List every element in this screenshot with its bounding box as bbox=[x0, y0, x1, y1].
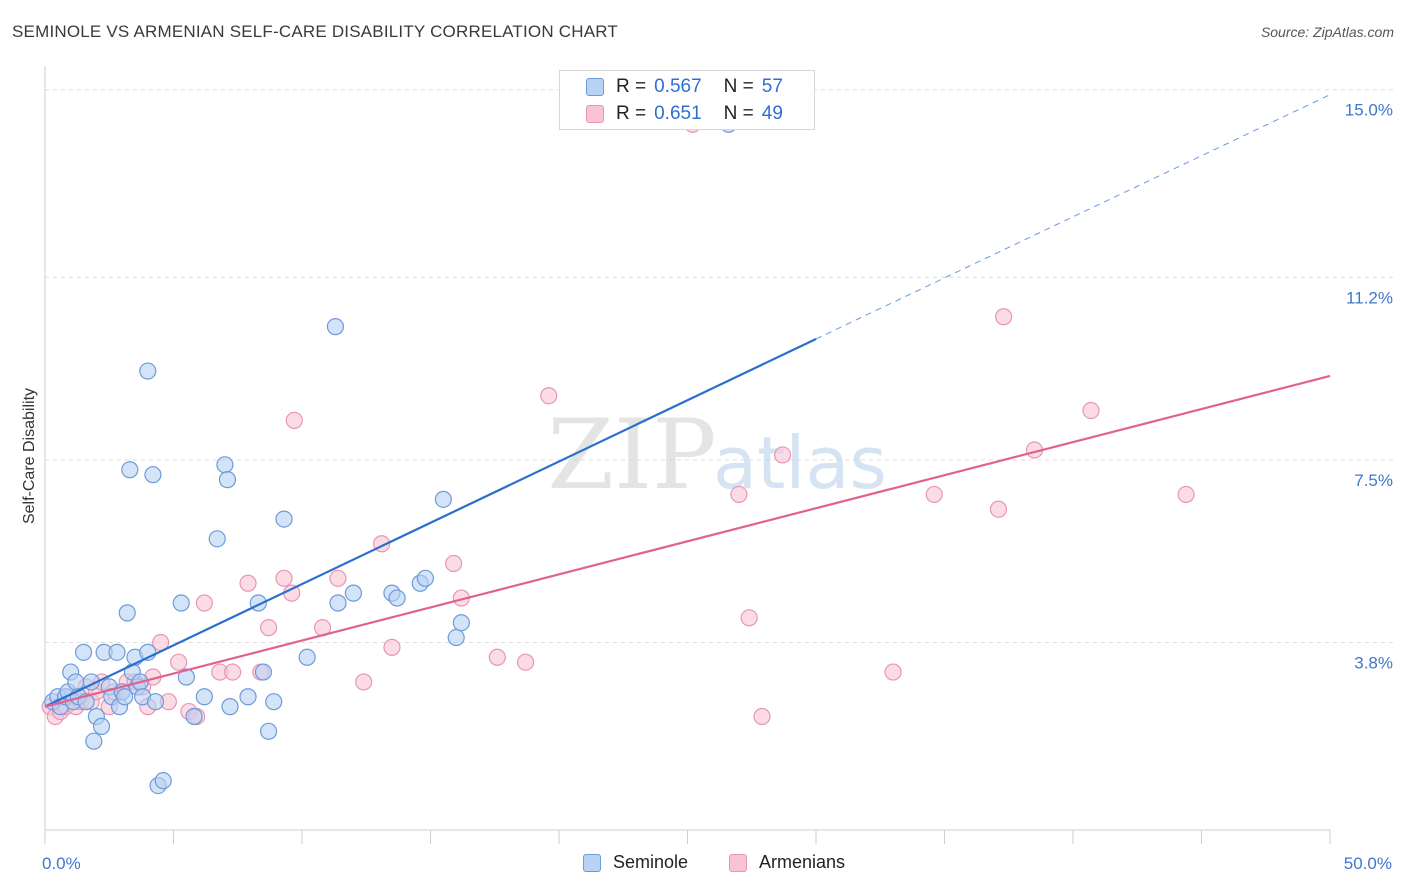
legend-r-label: R = bbox=[616, 103, 647, 124]
point-seminole bbox=[416, 569, 434, 587]
legend-swatch-seminole bbox=[586, 78, 604, 96]
source-label: Source: ZipAtlas.com bbox=[1260, 24, 1394, 40]
trendline-armenians bbox=[44, 374, 1331, 708]
legend-n-seminole: 57 bbox=[761, 76, 783, 97]
legend: R = 0.567 N = 57 R = 0.651 N = 49 bbox=[559, 70, 815, 130]
point-armenians bbox=[170, 653, 188, 671]
watermark-zip: ZIP bbox=[547, 399, 716, 511]
trendlines bbox=[44, 94, 1331, 708]
point-armenians bbox=[730, 485, 748, 504]
point-seminole bbox=[447, 628, 465, 647]
bottom-legend-label-armenians: Armenians bbox=[759, 852, 846, 872]
point-seminole bbox=[265, 693, 283, 711]
legend-r-armenians: 0.651 bbox=[654, 103, 702, 124]
trendline-seminole bbox=[44, 337, 817, 708]
point-seminole bbox=[388, 589, 406, 607]
legend-r-label: R = bbox=[616, 76, 647, 97]
point-armenians bbox=[488, 648, 506, 666]
legend-n-armenians: 49 bbox=[761, 103, 783, 124]
point-armenians bbox=[355, 673, 373, 691]
point-seminole bbox=[74, 643, 93, 661]
bottom-legend-label-seminole: Seminole bbox=[613, 852, 689, 872]
point-seminole bbox=[172, 594, 190, 612]
point-seminole bbox=[344, 584, 362, 602]
legend-n-label: N = bbox=[723, 103, 754, 124]
point-seminole bbox=[195, 688, 213, 706]
point-seminole bbox=[218, 471, 237, 489]
point-armenians bbox=[540, 387, 558, 405]
legend-n-label: N = bbox=[723, 76, 754, 97]
point-seminole bbox=[144, 466, 162, 484]
point-armenians bbox=[275, 569, 293, 587]
x-tick-label: 0.0% bbox=[42, 854, 81, 873]
legend-row-seminole: R = 0.567 N = 57 bbox=[586, 75, 783, 99]
point-armenians bbox=[995, 308, 1013, 326]
point-seminole bbox=[139, 362, 157, 380]
bottom-legend-swatch-armenians bbox=[729, 853, 747, 872]
bottom-legend-seminole: Seminole bbox=[583, 852, 688, 873]
point-seminole bbox=[434, 490, 452, 508]
point-seminole bbox=[275, 510, 293, 528]
point-seminole bbox=[254, 663, 273, 681]
legend-r-seminole: 0.567 bbox=[654, 76, 702, 97]
gridlines bbox=[45, 89, 1395, 643]
point-armenians bbox=[285, 411, 303, 429]
point-seminole bbox=[329, 594, 347, 612]
point-armenians bbox=[773, 446, 792, 464]
point-seminole bbox=[108, 643, 126, 661]
point-seminole bbox=[116, 688, 134, 706]
tick-labels: 3.8% 7.5% 11.2% 15.0% 0.0% 50.0% bbox=[42, 101, 1393, 873]
point-armenians bbox=[516, 653, 535, 671]
point-seminole bbox=[326, 318, 345, 336]
legend-swatch-armenians bbox=[586, 105, 604, 123]
point-armenians bbox=[884, 663, 902, 681]
point-seminole bbox=[118, 604, 136, 622]
y-tick-label: 3.8% bbox=[1354, 653, 1393, 672]
y-tick-label: 11.2% bbox=[1346, 288, 1393, 307]
point-armenians bbox=[383, 638, 401, 657]
point-armenians bbox=[1082, 401, 1100, 420]
chart-title: SEMINOLE VS ARMENIAN SELF-CARE DISABILIT… bbox=[12, 22, 618, 41]
point-seminole bbox=[298, 648, 316, 666]
point-armenians bbox=[259, 619, 278, 637]
point-armenians bbox=[195, 594, 213, 612]
bottom-legend: Seminole Armenians bbox=[0, 852, 1406, 876]
y-tick-label: 7.5% bbox=[1354, 471, 1393, 490]
trendline-extension-seminole bbox=[815, 94, 1331, 340]
point-armenians bbox=[239, 574, 257, 592]
point-seminole bbox=[185, 707, 203, 726]
point-seminole bbox=[92, 717, 111, 735]
legend-row-armenians: R = 0.651 N = 49 bbox=[586, 102, 783, 126]
point-seminole bbox=[221, 698, 239, 716]
point-seminole bbox=[146, 693, 165, 711]
point-seminole bbox=[259, 722, 278, 740]
point-armenians bbox=[329, 569, 347, 587]
bottom-legend-armenians: Armenians bbox=[729, 852, 845, 873]
point-seminole bbox=[154, 772, 172, 790]
point-seminole bbox=[208, 530, 226, 548]
point-armenians bbox=[753, 707, 771, 726]
point-seminole bbox=[67, 673, 85, 691]
point-armenians bbox=[989, 500, 1008, 518]
point-armenians bbox=[224, 663, 242, 681]
point-seminole bbox=[177, 668, 195, 686]
point-seminole bbox=[239, 688, 257, 706]
point-seminole bbox=[216, 456, 234, 474]
point-armenians bbox=[1177, 485, 1195, 504]
point-seminole bbox=[452, 614, 470, 632]
point-seminole bbox=[121, 461, 139, 479]
point-seminole bbox=[85, 732, 103, 750]
bottom-legend-swatch-seminole bbox=[583, 853, 601, 872]
y-tick-label: 15.0% bbox=[1345, 101, 1393, 120]
point-armenians bbox=[445, 554, 463, 573]
point-armenians bbox=[740, 609, 758, 627]
y-axis-label: Self-Care Disability bbox=[21, 388, 38, 524]
point-armenians bbox=[925, 485, 943, 504]
x-tick-label: 50.0% bbox=[1344, 854, 1392, 873]
